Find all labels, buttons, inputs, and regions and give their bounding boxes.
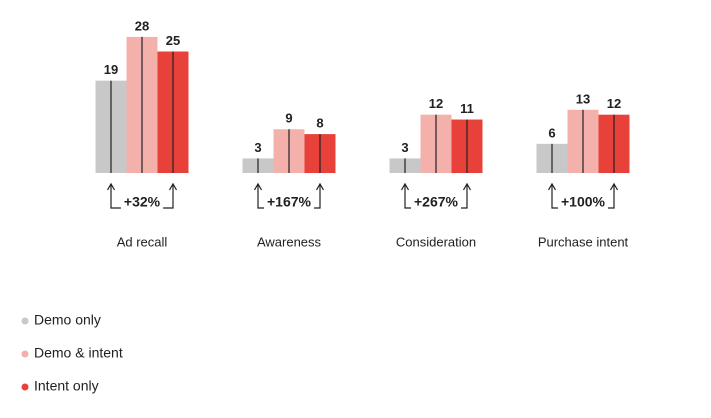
value-label: 11 [460,101,474,116]
arrow-head [609,182,619,191]
category-label: Purchase intent [538,234,629,249]
arrow-head [547,182,557,191]
annotation: +100% [561,194,606,210]
annotation-bracket [257,185,265,209]
category-label: Consideration [396,234,476,249]
annotation: +167% [267,194,312,210]
arrow-head [106,182,116,191]
value-label: 13 [576,91,590,106]
value-label: 8 [316,116,323,131]
arrow-head [315,182,325,191]
legend-label: Demo only [34,312,101,328]
annotation-bracket [404,185,412,209]
legend-label: Intent only [34,378,99,394]
annotation: +32% [124,194,161,210]
legend-swatch [21,317,29,325]
value-label: 6 [548,125,555,140]
annotation-bracket [607,185,615,209]
category-label: Awareness [257,234,322,249]
annotation-bracket [551,185,559,209]
annotation-bracket [163,185,174,209]
legend-swatch [21,383,29,391]
annotation-bracket [110,185,121,209]
annotation: +267% [414,194,459,210]
value-label: 28 [135,18,149,33]
annotation-bracket [460,185,468,209]
legend-label: Demo & intent [34,345,123,361]
arrow-head [400,182,410,191]
value-label: 3 [401,140,408,155]
annotation-bracket [313,185,321,209]
value-label: 9 [285,111,292,126]
arrow-head [168,182,178,191]
value-label: 3 [254,140,261,155]
arrow-head [253,182,263,191]
arrow-head [462,182,472,191]
category-label: Ad recall [117,234,168,249]
value-label: 12 [607,96,621,111]
value-label: 25 [166,33,180,48]
legend-swatch [21,350,29,358]
value-label: 19 [104,62,118,77]
value-label: 12 [429,96,443,111]
